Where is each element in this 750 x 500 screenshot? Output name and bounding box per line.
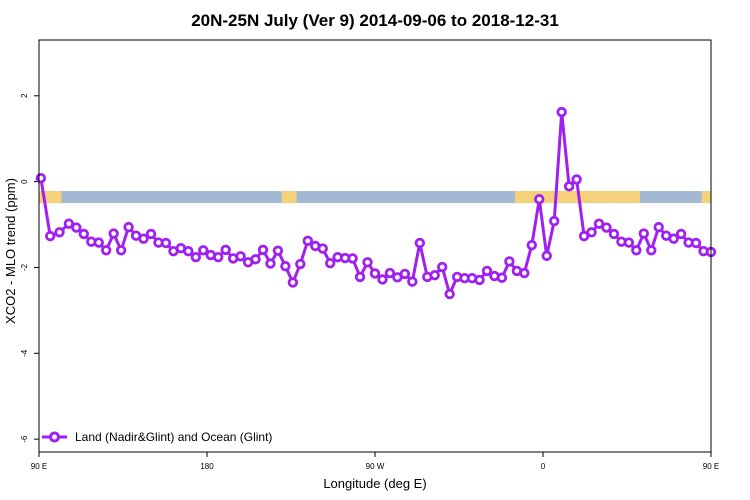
data-point — [138, 233, 149, 244]
data-point — [220, 244, 231, 256]
data-point — [235, 251, 246, 262]
data-point — [675, 228, 687, 240]
data-point — [54, 227, 65, 238]
land-segment — [701, 191, 711, 204]
data-point — [160, 237, 172, 249]
y-tick-label: -6 — [20, 435, 29, 443]
data-point — [384, 267, 396, 279]
data-point — [519, 267, 530, 279]
x-tick-label: 90 E — [31, 462, 47, 471]
data-point — [354, 271, 366, 283]
data-point — [429, 269, 440, 281]
data-point — [414, 237, 425, 249]
x-tick-label: 90 W — [366, 462, 385, 471]
data-point — [407, 276, 418, 287]
data-point — [444, 288, 455, 300]
data-point — [35, 172, 47, 184]
data-point — [183, 245, 194, 257]
y-tick-label: -4 — [20, 349, 29, 357]
data-point — [668, 233, 679, 244]
data-point — [504, 256, 515, 267]
axis-ticks: 90 E 180 90 W 0 90 E 2 0 -2 -4 -6 — [20, 93, 719, 471]
data-point — [586, 227, 597, 238]
data-point — [325, 257, 336, 269]
data-point — [526, 239, 537, 251]
series-layer — [35, 106, 717, 300]
data-point — [571, 174, 582, 185]
data-point — [534, 194, 545, 205]
data-point — [347, 253, 358, 264]
data-point — [63, 218, 75, 229]
data-point — [608, 228, 620, 240]
data-point — [541, 250, 552, 262]
data-point — [108, 228, 119, 239]
plot-frame — [38, 39, 712, 453]
chart-title: 20N-25N July (Ver 9) 2014-09-06 to 2018-… — [191, 11, 559, 30]
data-point — [362, 257, 373, 268]
x-tick-label: 180 — [200, 462, 214, 471]
data-point — [690, 237, 702, 249]
legend-marker — [49, 431, 60, 443]
x-tick-label: 0 — [541, 462, 546, 471]
data-point — [265, 258, 276, 269]
data-point — [145, 228, 157, 240]
data-point — [45, 230, 56, 242]
x-tick-label: 90 E — [703, 462, 719, 471]
data-point — [93, 237, 104, 248]
data-point — [399, 268, 411, 280]
y-axis-label: XCO2 - MLO trend (ppm) — [3, 178, 18, 324]
y-tick-label: 2 — [20, 93, 29, 98]
data-point — [212, 251, 224, 263]
legend: Land (Nadir&Glint) and Ocean (Glint) — [42, 430, 272, 444]
data-point — [317, 243, 328, 254]
y-tick-label: -2 — [20, 263, 29, 271]
data-point — [556, 106, 567, 118]
data-point — [549, 215, 560, 227]
data-point — [563, 181, 575, 192]
y-tick-label: 0 — [20, 179, 29, 184]
data-point — [100, 245, 112, 256]
data-point — [280, 260, 291, 272]
data-point — [369, 268, 381, 279]
data-point — [78, 228, 89, 240]
data-point — [437, 261, 448, 273]
legend-label: Land (Nadir&Glint) and Ocean (Glint) — [75, 430, 272, 444]
data-point — [295, 258, 306, 270]
land-segment — [281, 191, 297, 204]
data-point — [481, 265, 493, 277]
data-point — [653, 221, 664, 233]
data-point — [578, 230, 590, 242]
data-point — [302, 235, 313, 247]
data-point — [631, 245, 642, 256]
data-point — [287, 277, 299, 288]
data-point — [257, 244, 269, 256]
data-point — [71, 222, 82, 233]
data-point — [250, 254, 261, 265]
data-point — [623, 237, 635, 248]
data-point — [123, 221, 134, 233]
data-point — [115, 245, 127, 256]
data-point — [474, 274, 485, 286]
data-point — [190, 251, 201, 263]
surface-band — [39, 191, 711, 204]
data-point — [646, 245, 657, 256]
series-line — [39, 110, 712, 296]
data-point — [638, 228, 649, 239]
x-axis-label: Longitude (deg E) — [323, 476, 426, 491]
data-point — [593, 218, 605, 229]
data-point — [272, 245, 284, 256]
data-point — [198, 245, 209, 256]
data-point — [601, 222, 612, 233]
data-point — [496, 272, 508, 283]
data-point — [377, 274, 388, 285]
